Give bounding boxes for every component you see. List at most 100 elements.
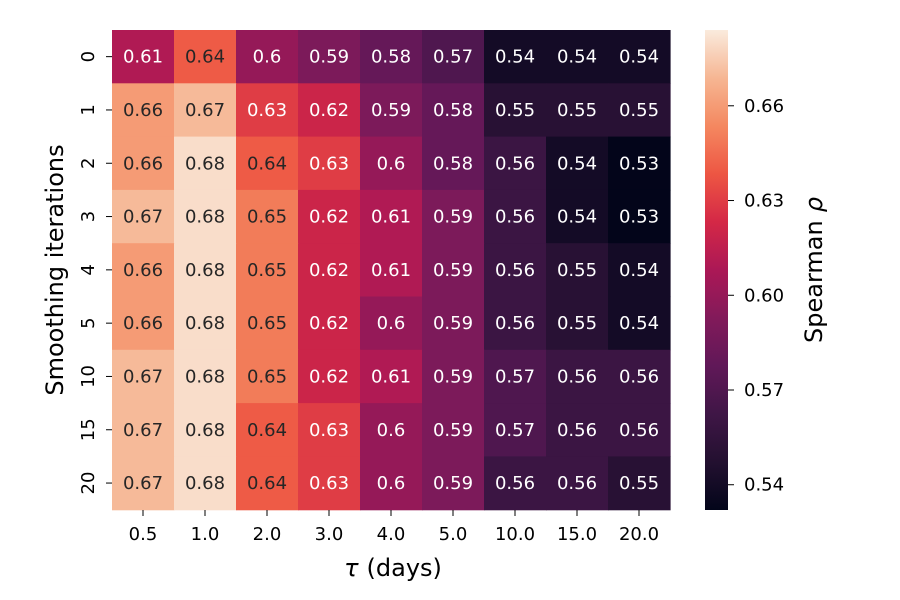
heatmap-cell xyxy=(174,83,237,138)
heatmap-cell xyxy=(298,296,361,351)
cell-value-label: 0.59 xyxy=(433,313,473,334)
heatmap-cell xyxy=(608,30,671,84)
heatmap-cell xyxy=(546,349,609,404)
cell-value-label: 0.55 xyxy=(495,100,535,121)
colorbar-tick-label: 0.66 xyxy=(744,96,784,117)
cell-value-label: 0.61 xyxy=(123,47,163,68)
cell-value-label: 0.6 xyxy=(377,420,406,441)
cell-value-label: 0.67 xyxy=(185,100,225,121)
heatmap-cell xyxy=(608,456,671,511)
heatmap-cell xyxy=(360,349,423,404)
cell-value-label: 0.56 xyxy=(619,420,659,441)
cell-value-label: 0.63 xyxy=(309,473,349,494)
y-tick-label: 4 xyxy=(78,264,99,275)
heatmap-cell xyxy=(546,30,609,84)
heatmap-cell xyxy=(236,243,299,298)
heatmap-cell xyxy=(112,83,175,138)
cell-value-label: 0.68 xyxy=(185,260,225,281)
cell-value-label: 0.6 xyxy=(377,313,406,334)
y-tick-label: 2 xyxy=(78,158,99,169)
cell-value-label: 0.59 xyxy=(433,366,473,387)
x-tick-label: 0.5 xyxy=(129,524,158,545)
cell-value-label: 0.56 xyxy=(557,366,597,387)
heatmap-cell xyxy=(236,456,299,511)
x-tick-label: 10.0 xyxy=(495,524,535,545)
heatmap-cell xyxy=(608,296,671,351)
heatmap-cell xyxy=(422,296,485,351)
cell-value-label: 0.54 xyxy=(495,47,535,68)
cell-value-label: 0.54 xyxy=(557,153,597,174)
cell-value-label: 0.66 xyxy=(123,100,163,121)
heatmap-cell xyxy=(360,30,423,84)
cell-value-label: 0.68 xyxy=(185,153,225,174)
colorbar-label: Spearman ρ xyxy=(800,197,828,343)
heatmap-cell xyxy=(608,349,671,404)
cell-value-label: 0.68 xyxy=(185,420,225,441)
heatmap-cell xyxy=(174,136,237,191)
heatmap-cell xyxy=(422,83,485,138)
heatmap-cell xyxy=(546,403,609,457)
heatmap-cell xyxy=(422,349,485,404)
cell-value-label: 0.66 xyxy=(123,153,163,174)
heatmap-cell xyxy=(298,136,361,191)
cell-value-label: 0.56 xyxy=(495,260,535,281)
cell-value-label: 0.67 xyxy=(123,366,163,387)
cell-value-label: 0.53 xyxy=(619,153,659,174)
cell-value-label: 0.66 xyxy=(123,260,163,281)
cell-value-label: 0.63 xyxy=(309,420,349,441)
cell-value-label: 0.68 xyxy=(185,473,225,494)
cell-value-label: 0.62 xyxy=(309,100,349,121)
cell-value-label: 0.55 xyxy=(619,100,659,121)
cell-value-label: 0.59 xyxy=(433,207,473,228)
x-tick-label: 1.0 xyxy=(191,524,220,545)
heatmap-cell xyxy=(546,243,609,298)
heatmap-cell xyxy=(422,136,485,191)
cell-value-label: 0.68 xyxy=(185,366,225,387)
heatmap-cell xyxy=(174,30,237,84)
heatmap-cells xyxy=(112,30,671,511)
y-tick-label: 0 xyxy=(78,51,99,62)
heatmap-cell xyxy=(236,189,299,244)
y-tick-label: 5 xyxy=(78,317,99,328)
cell-value-label: 0.68 xyxy=(185,207,225,228)
x-axis-label: τ (days) xyxy=(344,554,442,582)
x-tick-label: 4.0 xyxy=(377,524,406,545)
heatmap-cell xyxy=(112,349,175,404)
colorbar-ticks: 0.54 0.57 0.60 0.63 0.66 xyxy=(728,96,784,496)
cell-value-label: 0.61 xyxy=(371,260,411,281)
heatmap-cell xyxy=(360,456,423,511)
y-tick-label: 1 xyxy=(78,104,99,115)
heatmap-cell xyxy=(360,243,423,298)
cell-value-label: 0.59 xyxy=(433,473,473,494)
cell-value-label: 0.54 xyxy=(619,260,659,281)
x-axis: 0.5 1.0 2.0 3.0 4.0 5.0 10.0 15.0 20.0 xyxy=(129,510,659,545)
cell-value-label: 0.59 xyxy=(309,47,349,68)
cell-value-label: 0.57 xyxy=(495,366,535,387)
heatmap-cell xyxy=(174,189,237,244)
cell-value-label: 0.57 xyxy=(433,47,473,68)
heatmap-cell xyxy=(112,296,175,351)
heatmap-cell xyxy=(484,456,547,511)
cell-value-label: 0.53 xyxy=(619,207,659,228)
colorbar-tick-label: 0.63 xyxy=(744,191,784,212)
heatmap-cell xyxy=(546,83,609,138)
cell-value-label: 0.56 xyxy=(495,473,535,494)
colorbar-label-symbol: ρ xyxy=(800,197,828,212)
heatmap-cell xyxy=(174,403,237,457)
cell-value-label: 0.54 xyxy=(557,47,597,68)
cell-value-label: 0.62 xyxy=(309,313,349,334)
cell-value-label: 0.6 xyxy=(377,153,406,174)
cell-value-label: 0.64 xyxy=(247,473,287,494)
heatmap-cell xyxy=(298,30,361,84)
heatmap-cell xyxy=(546,296,609,351)
cell-value-label: 0.54 xyxy=(619,47,659,68)
cell-value-label: 0.54 xyxy=(619,313,659,334)
cell-value-label: 0.61 xyxy=(371,207,411,228)
heatmap-cell xyxy=(546,456,609,511)
cell-value-label: 0.55 xyxy=(619,473,659,494)
heatmap-cell-labels: 0.61 0.64 0.6 0.59 0.58 0.57 0.54 0.54 0.54 0.66 0… xyxy=(123,47,659,494)
heatmap-cell xyxy=(608,243,671,298)
heatmap-cell xyxy=(298,243,361,298)
heatmap-cell xyxy=(112,189,175,244)
